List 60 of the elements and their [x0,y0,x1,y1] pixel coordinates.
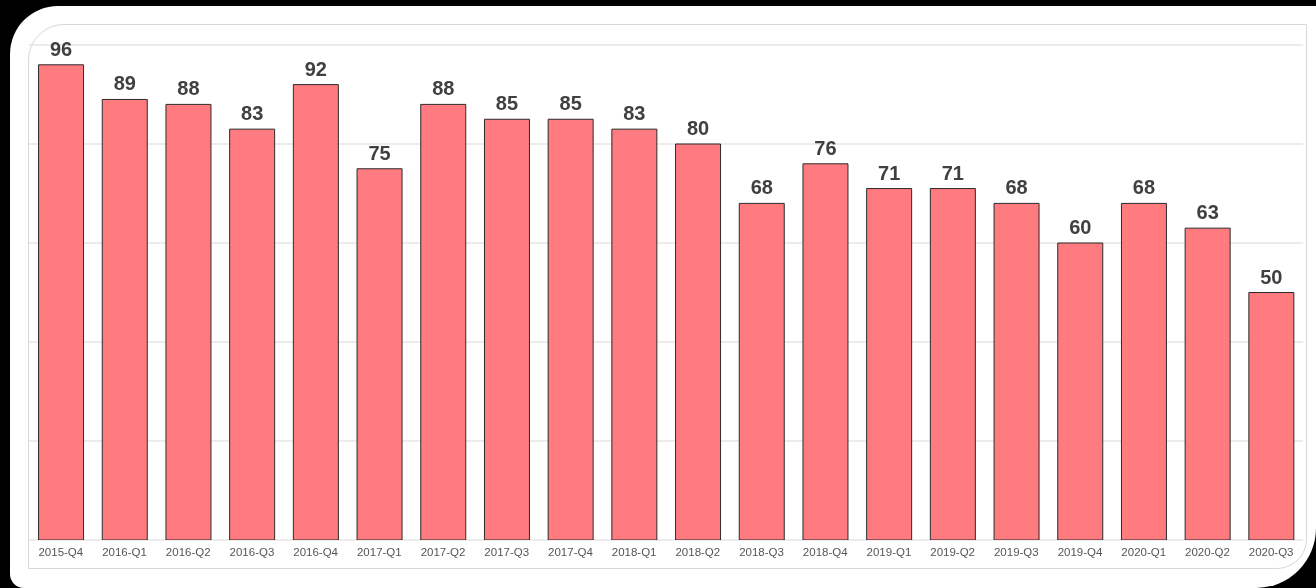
data-label: 85 [559,92,582,115]
x-tick-label: 2018-Q2 [675,546,721,559]
bar [929,188,976,540]
data-label: 88 [177,77,200,100]
bar [738,202,785,540]
x-tick-label: 2016-Q1 [102,546,147,559]
bar [292,84,339,540]
bar [229,128,276,540]
bar [101,98,148,540]
bar [611,128,658,540]
data-label: 68 [1005,176,1028,199]
bar [1057,242,1104,540]
data-label: 68 [750,176,773,199]
bar [483,118,530,540]
bar [547,118,594,540]
data-label: 85 [495,92,519,115]
x-tick-label: 2017-Q2 [420,546,466,559]
data-label: 50 [1260,265,1283,288]
data-label: 88 [432,77,455,100]
x-tick-label: 2020-Q1 [1121,546,1167,559]
x-tick-label: 2019-Q2 [930,546,976,559]
x-tick-label: 2020-Q3 [1248,546,1294,559]
x-tick-label: 2019-Q1 [866,546,912,559]
bar [356,168,403,540]
x-tick-label: 2016-Q4 [293,546,339,559]
data-label: 63 [1196,201,1219,224]
data-label: 92 [304,57,327,80]
x-tick-label: 2017-Q3 [484,546,530,559]
data-label: 89 [113,72,136,95]
data-label: 71 [878,161,901,184]
bar [802,163,849,540]
x-tick-label: 2017-Q4 [548,546,594,559]
bar [993,202,1040,540]
data-label: 75 [368,141,391,164]
bar [675,143,722,540]
data-label: 96 [49,37,73,60]
x-tick-label: 2018-Q4 [802,546,849,559]
bar [1248,292,1295,540]
x-tick-label: 2018-Q3 [739,546,784,559]
bar [165,103,212,540]
x-tick-label: 2015-Q4 [38,546,84,559]
data-label: 83 [623,102,646,125]
x-tick-label: 2016-Q2 [165,546,211,559]
data-label: 71 [941,161,964,184]
bar [420,103,467,540]
data-label: 76 [814,136,837,159]
x-tick-label: 2019-Q4 [1057,546,1104,559]
x-tick-label: 2017-Q1 [356,546,402,559]
x-tick-label: 2020-Q2 [1185,546,1230,559]
x-tick-label: 2018-Q1 [611,546,657,559]
bar [38,64,85,540]
data-label: 60 [1069,216,1092,238]
bar [866,188,913,540]
bar [1120,202,1167,540]
data-label: 80 [686,117,710,139]
x-tick-label: 2016-Q3 [229,546,275,559]
data-label: 68 [1132,176,1156,199]
bar [1184,227,1231,540]
data-label: 83 [241,102,264,125]
x-tick-label: 2019-Q3 [993,546,1039,559]
